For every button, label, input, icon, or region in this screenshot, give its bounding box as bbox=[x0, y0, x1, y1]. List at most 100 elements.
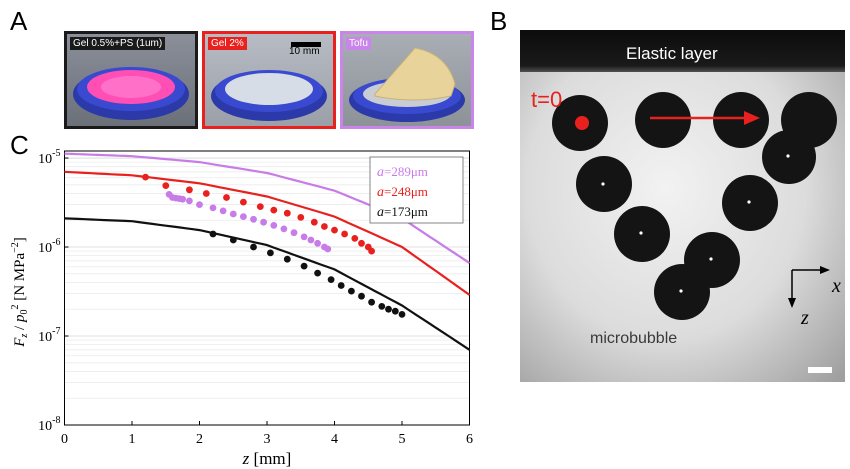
legend-entry: a=173μm bbox=[377, 204, 428, 220]
t0-label: t=0 bbox=[531, 87, 562, 112]
data-point bbox=[240, 213, 247, 220]
x-ticks: 0 1 2 3 4 5 6 bbox=[61, 421, 473, 447]
data-point bbox=[229, 236, 237, 244]
data-point bbox=[186, 197, 193, 205]
legend-box bbox=[369, 156, 464, 224]
data-point bbox=[162, 182, 170, 189]
scale-bar bbox=[808, 367, 832, 373]
panel-b-svg: Elastic layer t=0 microbubble bbox=[520, 30, 845, 373]
y-axis-label: Fz / p02 [N MPa−2] bbox=[10, 237, 30, 348]
y-ticks: 10-8 10-7 10-6 10-5 bbox=[38, 148, 69, 434]
photo-gel-ps: Gel 0.5%+PS (1um) bbox=[64, 31, 198, 129]
data-point bbox=[290, 229, 298, 237]
data-point bbox=[385, 305, 392, 313]
data-point bbox=[186, 186, 193, 194]
data-point bbox=[398, 311, 406, 318]
data-point bbox=[348, 287, 355, 295]
data-point bbox=[202, 190, 210, 197]
data-point bbox=[219, 207, 227, 215]
data-point bbox=[267, 249, 274, 257]
x-tick-label: 4 bbox=[331, 432, 338, 447]
photo-label-gel-ps: Gel 0.5%+PS (1um) bbox=[70, 37, 166, 50]
photo-gel-2: Gel 2% 10 mm bbox=[202, 31, 336, 129]
data-point bbox=[300, 262, 308, 270]
data-point bbox=[270, 206, 278, 214]
legend: a=289μm a=248μm a=173μm bbox=[369, 156, 464, 224]
x-tick-label: 1 bbox=[129, 432, 136, 447]
data-point bbox=[314, 269, 321, 277]
data-point bbox=[250, 215, 257, 223]
panel-letter-a: A bbox=[10, 6, 28, 36]
data-point bbox=[324, 245, 332, 253]
x-tick-label: 5 bbox=[399, 432, 406, 447]
data-point bbox=[179, 195, 187, 203]
data-point bbox=[283, 255, 291, 263]
data-point bbox=[331, 226, 338, 234]
tofu-dish bbox=[349, 47, 465, 122]
x-tick-label: 3 bbox=[264, 432, 271, 447]
data-point bbox=[142, 173, 149, 181]
data-point bbox=[321, 223, 328, 230]
data-points bbox=[142, 173, 406, 318]
data-point bbox=[240, 198, 247, 206]
data-point bbox=[260, 218, 267, 226]
data-point bbox=[310, 218, 318, 226]
axes-indicator: x z bbox=[788, 266, 841, 329]
y-tick-label: 10-6 bbox=[38, 237, 60, 256]
legend-entry: a=248μm bbox=[377, 184, 428, 200]
data-point bbox=[280, 225, 288, 233]
elastic-layer-label: Elastic layer bbox=[626, 44, 718, 63]
microbubble-label: microbubble bbox=[590, 330, 677, 347]
panel-letter-c: C bbox=[10, 130, 29, 160]
axis-z-label: z bbox=[800, 307, 809, 329]
data-point bbox=[341, 230, 348, 238]
data-point bbox=[250, 243, 257, 251]
force-chart: 0 1 2 3 4 5 6 10-8 10-7 10-6 10-5 z [mm] Fz / p02… bbox=[10, 148, 473, 468]
scale-bar-label: 10 mm bbox=[289, 46, 320, 57]
data-point bbox=[223, 194, 230, 201]
data-point bbox=[391, 307, 399, 315]
panel-b-image: Elastic layer t=0 microbubble bbox=[520, 30, 845, 382]
y-tick-label: 10-5 bbox=[38, 148, 60, 167]
bubble bbox=[713, 92, 769, 148]
data-point bbox=[256, 203, 264, 210]
photo-label-gel-2: Gel 2% bbox=[208, 37, 247, 50]
data-point bbox=[209, 204, 217, 212]
axis-x-label: x bbox=[831, 275, 841, 297]
bubble bbox=[635, 92, 691, 148]
data-point bbox=[297, 214, 305, 221]
data-point bbox=[283, 209, 291, 217]
y-tick-label: 10-8 bbox=[38, 415, 60, 434]
x-axis-label: z [mm] bbox=[242, 449, 292, 468]
data-point bbox=[307, 236, 315, 244]
x-tick-label: 6 bbox=[466, 432, 473, 447]
x-tick-label: 0 bbox=[61, 432, 68, 447]
svg-text:Fz / p02 [N MPa−2]: Fz / p02 [N MPa−2] bbox=[10, 237, 30, 348]
photo-label-tofu: Tofu bbox=[346, 37, 371, 50]
gel-ps-dish bbox=[73, 67, 189, 120]
y-tick-label: 10-7 bbox=[38, 326, 60, 345]
data-point bbox=[351, 235, 359, 242]
data-point bbox=[209, 230, 217, 238]
scale-bar bbox=[291, 42, 321, 47]
data-point bbox=[229, 210, 237, 218]
data-point bbox=[378, 303, 386, 310]
arrow-head-icon bbox=[744, 111, 760, 125]
data-point bbox=[358, 239, 365, 247]
data-point bbox=[270, 222, 278, 229]
gel-2-dish bbox=[211, 42, 327, 121]
data-point bbox=[368, 298, 375, 306]
elastic-layer bbox=[520, 30, 845, 72]
data-point bbox=[358, 292, 365, 300]
x-tick-label: 2 bbox=[196, 432, 203, 447]
data-point bbox=[196, 201, 203, 208]
data-point bbox=[368, 247, 375, 255]
fit-curve bbox=[64, 170, 471, 296]
data-point bbox=[327, 276, 335, 283]
photo-tofu: Tofu bbox=[340, 31, 474, 129]
fit-curve bbox=[64, 217, 471, 351]
start-marker bbox=[575, 116, 589, 130]
data-point bbox=[314, 239, 321, 247]
legend-entry: a=289μm bbox=[377, 164, 428, 180]
bubbles bbox=[552, 92, 837, 320]
